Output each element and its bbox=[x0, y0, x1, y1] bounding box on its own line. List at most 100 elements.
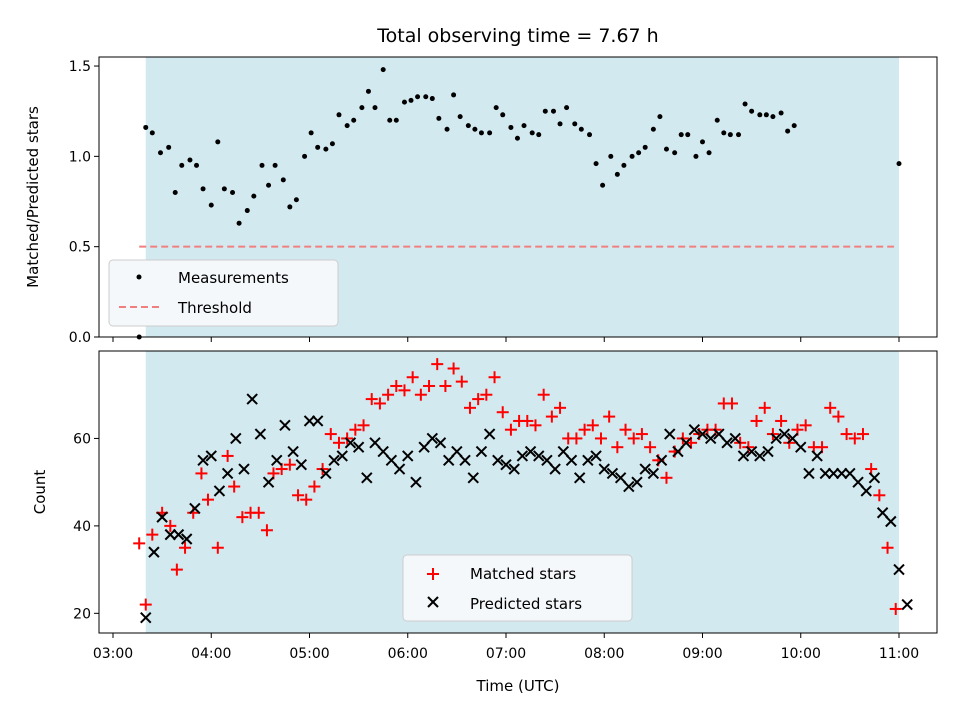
measurement-point bbox=[536, 132, 542, 138]
matched-star-point bbox=[554, 401, 567, 414]
measurement-point bbox=[187, 157, 193, 163]
predicted-star-point bbox=[164, 528, 177, 541]
predicted-star-point bbox=[835, 467, 848, 480]
predicted-star-point bbox=[565, 454, 578, 467]
predicted-star-point bbox=[451, 445, 463, 458]
measurement-point bbox=[493, 105, 499, 111]
measurement-point bbox=[266, 182, 272, 188]
predicted-star-point bbox=[598, 463, 610, 475]
measurement-point bbox=[287, 204, 293, 210]
measurement-point bbox=[457, 114, 463, 120]
matched-star-point bbox=[619, 423, 632, 436]
matched-star-point bbox=[496, 406, 509, 419]
predicted-star-point bbox=[140, 611, 152, 624]
measurement-point bbox=[650, 126, 656, 132]
bottom-y-tick-label: 60 bbox=[73, 431, 91, 447]
predicted-star-point bbox=[795, 441, 807, 453]
predicted-star-point bbox=[254, 428, 267, 440]
bottom-y-tick-label: 20 bbox=[73, 606, 91, 622]
bottom-y-axis-label: Count bbox=[31, 470, 49, 515]
measurement-point bbox=[365, 88, 371, 94]
measurement-point bbox=[230, 189, 236, 195]
predicted-star-point bbox=[713, 428, 725, 440]
measurement-point bbox=[436, 115, 442, 121]
matched-star-point bbox=[644, 441, 657, 454]
measurement-point bbox=[244, 208, 250, 214]
predicted-star-point bbox=[549, 463, 561, 475]
top-y-tick-label: 1.5 bbox=[69, 59, 91, 75]
predicted-star-point bbox=[303, 415, 316, 427]
matched-star-point bbox=[447, 362, 460, 375]
legend-predicted-label: Predicted stars bbox=[470, 595, 582, 613]
matched-star-point bbox=[179, 541, 192, 554]
predicted-star-point bbox=[614, 472, 627, 484]
bottom-x-tick-label: 05:00 bbox=[289, 646, 329, 662]
measurement-point bbox=[770, 114, 776, 120]
predicted-star-point bbox=[786, 432, 799, 445]
predicted-star-point bbox=[852, 476, 864, 488]
matched-star-point bbox=[865, 463, 878, 476]
predicted-star-point bbox=[533, 450, 545, 462]
bottom-x-tick-label: 08:00 bbox=[584, 646, 624, 662]
predicted-star-point bbox=[467, 472, 479, 484]
matched-star-point bbox=[292, 489, 305, 502]
measurement-point bbox=[472, 126, 478, 132]
measurement-point bbox=[415, 94, 421, 100]
measurement-point bbox=[336, 112, 342, 118]
matched-star-point bbox=[832, 410, 845, 423]
matched-star-point bbox=[252, 506, 265, 519]
matched-star-point bbox=[824, 401, 837, 414]
measurement-point bbox=[791, 123, 797, 129]
measurement-point bbox=[521, 123, 527, 129]
predicted-star-point bbox=[442, 454, 455, 467]
bottom-x-ticks: 03:00 04:00 05:00 06:00 07:00 08:00 09:00 10:00… bbox=[93, 633, 919, 662]
matched-star-point bbox=[139, 598, 152, 611]
predicted-star-point bbox=[189, 502, 201, 515]
measurement-point bbox=[315, 144, 321, 150]
measurement-point bbox=[749, 108, 755, 114]
predicted-star-point bbox=[385, 454, 398, 467]
predicted-star-point bbox=[754, 450, 766, 462]
predicted-star-point bbox=[320, 467, 332, 480]
predicted-star-point bbox=[664, 428, 676, 440]
measurement-point bbox=[564, 105, 570, 111]
measurement-point bbox=[179, 162, 185, 168]
measurement-point bbox=[514, 135, 520, 141]
predicted-star-point bbox=[647, 467, 660, 480]
matched-star-point bbox=[221, 449, 234, 462]
matched-star-point bbox=[201, 493, 214, 506]
predicted-star-point bbox=[172, 528, 185, 541]
matched-star-point bbox=[521, 414, 534, 427]
predicted-star-point bbox=[483, 428, 496, 440]
matched-star-point bbox=[308, 480, 321, 493]
matched-star-point bbox=[357, 419, 370, 432]
measurement-point bbox=[323, 146, 329, 152]
matched-star-point bbox=[799, 419, 812, 432]
measurement-point bbox=[593, 161, 599, 167]
legend-threshold-label: Threshold bbox=[177, 299, 252, 317]
matched-star-point bbox=[414, 388, 427, 401]
matched-star-point bbox=[504, 423, 517, 436]
predicted-star-point bbox=[893, 563, 905, 576]
matched-star-point bbox=[660, 471, 673, 484]
top-y-tick-label: 1.0 bbox=[69, 149, 91, 165]
measurement-point bbox=[608, 153, 614, 159]
bottom-x-tick-label: 10:00 bbox=[781, 646, 821, 662]
predicted-star-point bbox=[516, 450, 529, 462]
predicted-star-point bbox=[336, 450, 348, 462]
predicted-star-point bbox=[590, 450, 602, 462]
measurement-point bbox=[344, 123, 350, 129]
bottom-x-tick-label: 04:00 bbox=[191, 646, 231, 662]
measurement-point bbox=[221, 186, 227, 192]
predicted-star-point bbox=[238, 463, 250, 475]
predicted-star-point bbox=[680, 437, 692, 449]
predicted-star-point bbox=[606, 467, 619, 480]
matched-star-point bbox=[750, 414, 763, 427]
predicted-star-point bbox=[721, 437, 733, 449]
measurement-point bbox=[785, 128, 791, 134]
predicted-star-point bbox=[885, 515, 897, 528]
measurement-point bbox=[149, 130, 155, 136]
measurement-point bbox=[557, 121, 563, 127]
matched-star-point bbox=[529, 419, 542, 432]
measurement-point bbox=[714, 117, 720, 123]
